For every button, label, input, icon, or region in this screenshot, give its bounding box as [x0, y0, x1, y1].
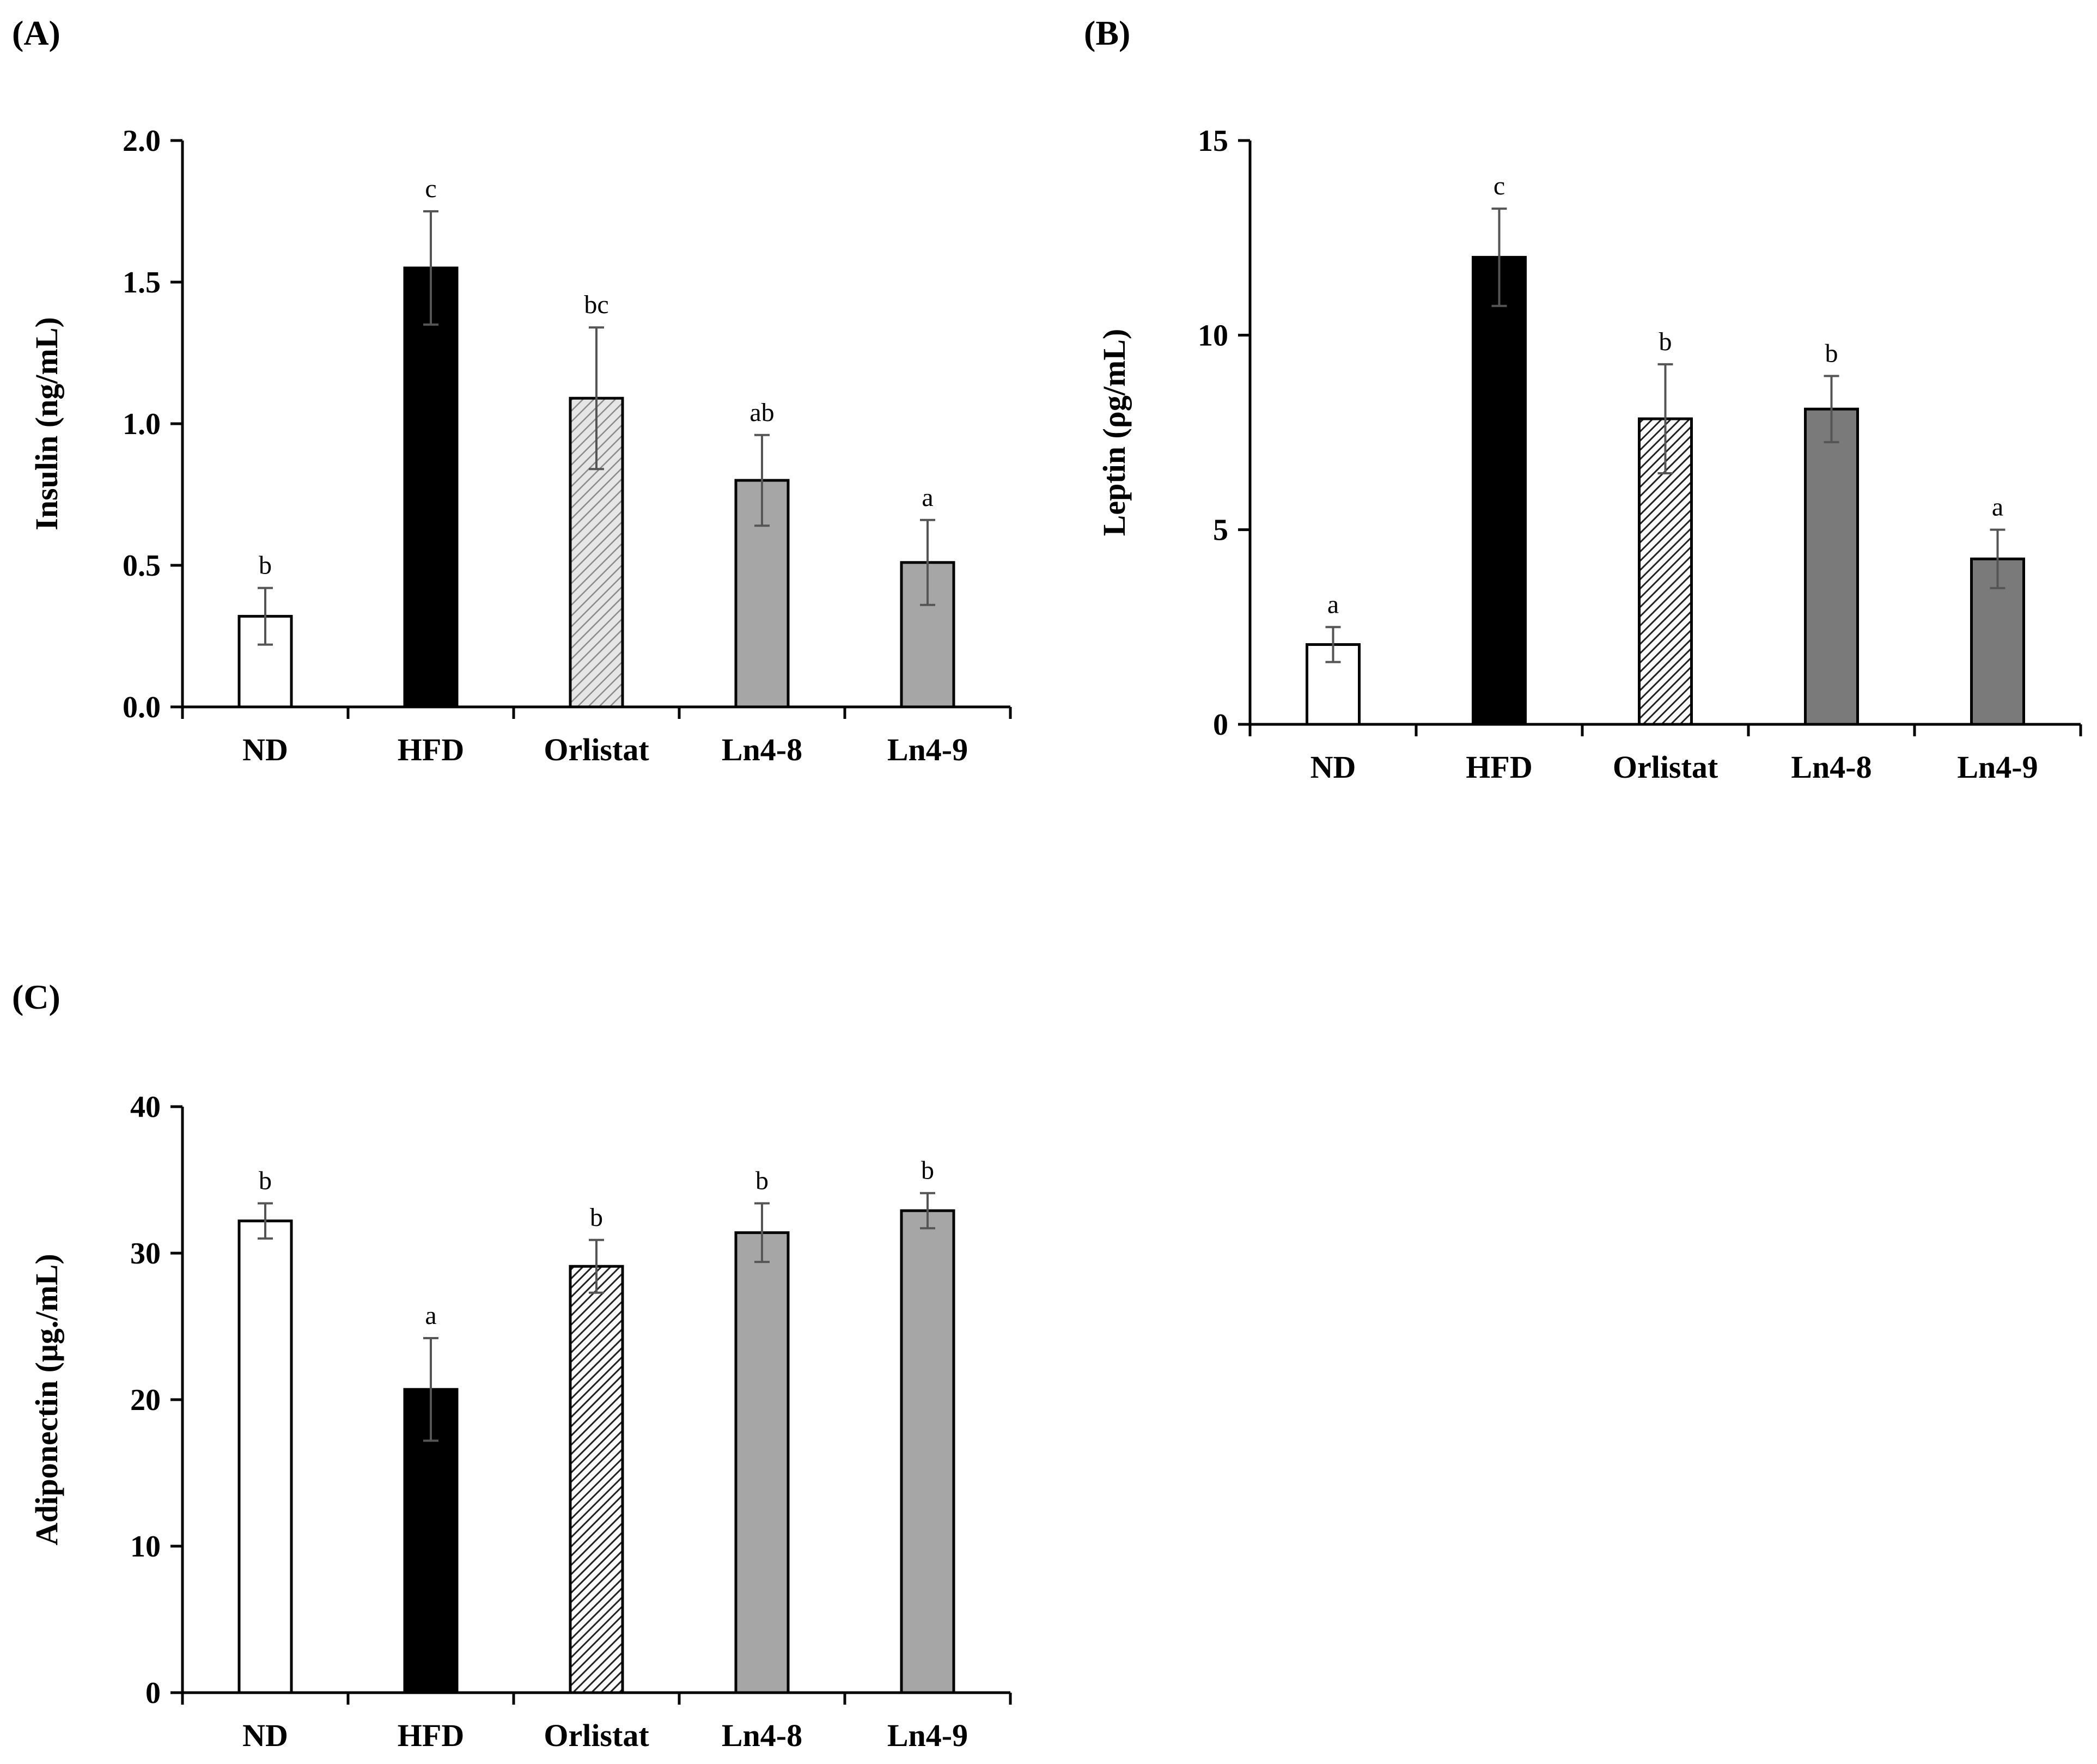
- x-category-label: ND: [1310, 749, 1356, 785]
- error-bar: [754, 434, 770, 527]
- y-tick-label: 2.0: [123, 124, 161, 158]
- error-bar: [589, 1238, 604, 1294]
- y-tick-label: 30: [130, 1237, 161, 1271]
- y-tick-label: 10: [130, 1530, 161, 1564]
- significance-label: b: [755, 1167, 769, 1195]
- y-tick-label: 0: [1213, 708, 1228, 742]
- significance-label: c: [425, 174, 436, 203]
- bar-orlistat: [569, 1265, 624, 1694]
- bar-ln4-8: [1804, 407, 1859, 726]
- error-bar: [920, 518, 935, 606]
- chart-adiponectin: 0 10 20 30 40 Adiponectin (μg./mL) b ND a HFD b Orl…: [29, 1090, 1012, 1753]
- x-category-label: HFD: [1466, 749, 1532, 785]
- y-tick-label: 0.0: [123, 691, 161, 724]
- significance-label: b: [259, 551, 272, 580]
- bar-nd: [237, 615, 293, 709]
- panel-label-a: (A): [12, 14, 60, 52]
- significance-label: a: [1327, 590, 1339, 619]
- error-bar: [1491, 207, 1507, 307]
- significance-label: b: [921, 1156, 934, 1185]
- y-tick-label: 5: [1213, 514, 1228, 547]
- panel-label-c: (C): [12, 978, 60, 1016]
- error-bar: [423, 1337, 438, 1442]
- x-category-label: Ln4-8: [722, 732, 802, 767]
- x-category-label: ND: [242, 1718, 288, 1753]
- y-tick-label: 0: [145, 1676, 161, 1710]
- y-tick-label: 15: [1198, 124, 1228, 158]
- bar-ln4-9: [900, 1209, 955, 1694]
- x-category-label: Orlistat: [544, 1718, 649, 1753]
- x-category-label: Orlistat: [1613, 749, 1718, 785]
- y-axis-title: Adiponectin (μg./mL): [29, 1254, 64, 1546]
- significance-label: b: [259, 1167, 272, 1195]
- error-bar: [258, 1202, 273, 1240]
- x-category-label: Ln4-9: [887, 1718, 968, 1753]
- significance-label: bc: [584, 290, 608, 319]
- error-bar: [1990, 528, 2005, 589]
- y-axis-title: Insulin (ng/mL): [29, 317, 64, 530]
- chart-insulin: 0.0 0.5 1.0 1.5 2.0 Insulin (ng/mL) b ND c HFD bc O…: [29, 124, 1012, 767]
- x-category-label: Ln4-9: [887, 732, 968, 767]
- significance-label: a: [922, 483, 933, 512]
- error-bar: [920, 1192, 935, 1230]
- y-tick-label: 1.0: [123, 407, 161, 441]
- error-bar: [1824, 375, 1839, 443]
- chart-leptin: 0 5 10 15 Leptin (ρg/mL) a ND c HFD b Orlistat b Ln4…: [1096, 124, 2082, 785]
- x-category-label: Ln4-9: [1957, 749, 2038, 785]
- significance-label: ab: [749, 398, 774, 427]
- y-tick-label: 0.5: [123, 549, 161, 583]
- x-category-label: ND: [242, 732, 288, 767]
- panel-label-b: (B): [1084, 14, 1130, 52]
- significance-label: c: [1493, 172, 1505, 200]
- significance-label: b: [1659, 327, 1672, 356]
- bar-ln4-8: [734, 1231, 790, 1694]
- x-category-label: HFD: [398, 732, 464, 767]
- significance-label: a: [425, 1301, 436, 1330]
- error-bar: [423, 210, 438, 326]
- x-category-label: Ln4-8: [722, 1718, 802, 1753]
- y-tick-label: 1.5: [123, 266, 161, 300]
- y-tick-label: 10: [1198, 319, 1228, 352]
- bar-hfd: [1472, 255, 1527, 726]
- error-bar: [589, 326, 604, 471]
- error-bar: [754, 1202, 770, 1264]
- y-tick-label: 20: [130, 1383, 161, 1417]
- error-bar: [1657, 363, 1673, 475]
- error-bar: [258, 587, 273, 646]
- error-bar: [1325, 626, 1341, 663]
- significance-label: a: [1992, 493, 2003, 522]
- bar-hfd: [403, 266, 459, 709]
- y-axis-title: Leptin (ρg/mL): [1096, 329, 1132, 536]
- significance-label: b: [1825, 339, 1838, 368]
- x-category-label: HFD: [398, 1718, 464, 1753]
- significance-label: b: [590, 1203, 603, 1232]
- bar-nd: [237, 1219, 293, 1694]
- x-category-label: Ln4-8: [1791, 749, 1872, 785]
- x-category-label: Orlistat: [544, 732, 649, 767]
- bar-ln4-8: [734, 479, 790, 709]
- y-tick-label: 40: [130, 1090, 161, 1124]
